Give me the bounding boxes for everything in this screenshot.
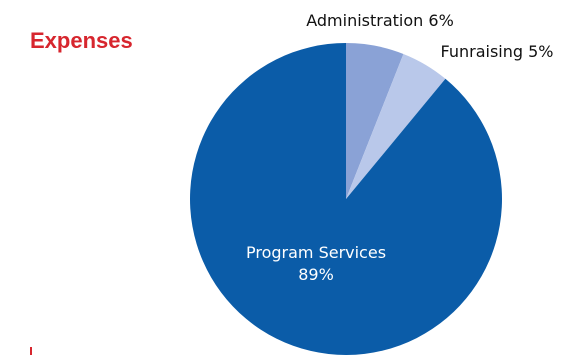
pie-labels: Administration 6% Funraising 5% Program Se… <box>246 11 554 284</box>
pie-slice-funraising <box>346 53 446 200</box>
chart-title: Expenses <box>30 28 133 53</box>
accent-mark <box>30 347 32 355</box>
slice-label-funraising: Funraising 5% <box>441 42 554 61</box>
slice-label-program-services: Program Services 89% <box>246 243 386 284</box>
slice-label-administration: Administration 6% <box>306 11 454 30</box>
pie-slice-administration <box>346 43 404 199</box>
pie-slices <box>190 43 503 355</box>
pie-slice-program-services <box>190 43 503 355</box>
